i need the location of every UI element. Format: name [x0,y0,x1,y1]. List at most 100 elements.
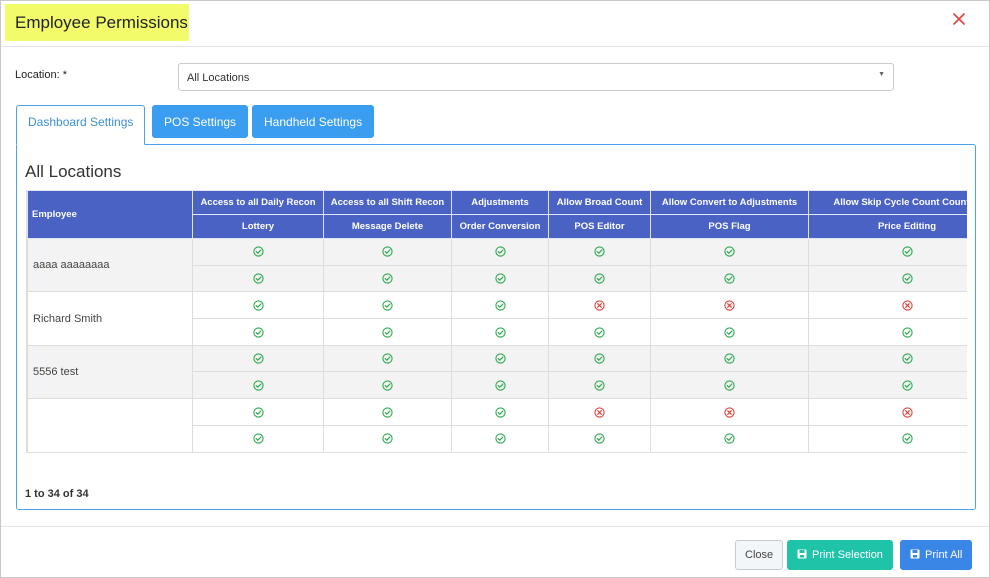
permission-cell[interactable] [323,238,452,266]
permission-cell[interactable] [808,344,967,373]
print-selection-button[interactable]: Print Selection [787,540,893,570]
employee-name [27,398,193,453]
permission-cell[interactable] [451,291,549,320]
column-header[interactable]: POS Flag [650,214,809,239]
close-button-label: Close [745,549,774,561]
permission-cell[interactable] [323,318,452,346]
permission-cell[interactable] [192,238,324,266]
check-circle-icon [724,353,735,364]
print-selection-label: Print Selection [812,549,883,561]
modal-footer: Close Print Selection Print All [1,526,989,578]
save-icon [910,549,920,559]
permission-cell[interactable] [548,318,651,346]
check-circle-icon [594,273,605,284]
table-row[interactable]: 5556 test [27,344,967,400]
close-icon[interactable] [951,11,967,27]
employee-name: 5556 test [27,344,193,400]
permission-cell[interactable] [650,398,809,426]
permission-cell[interactable] [650,371,809,400]
permissions-table-scroll[interactable]: Employee Access to all Daily Recon Acces… [26,190,967,453]
check-circle-icon [724,433,735,444]
close-button[interactable]: Close [735,540,784,570]
permission-cell[interactable] [192,344,324,373]
permission-cell[interactable] [548,371,651,400]
permission-cell[interactable] [548,264,651,293]
modal-title: Employee Permissions [15,13,188,32]
permission-cell[interactable] [808,371,967,400]
permission-cell[interactable] [808,238,967,266]
table-row[interactable]: aaaa aaaaaaaa [27,237,967,293]
column-header[interactable]: Order Conversion [451,214,549,239]
column-header[interactable]: Adjustments [451,190,549,215]
check-circle-icon [901,353,913,364]
check-circle-icon [382,406,393,418]
permission-cell[interactable] [808,291,967,320]
table-row[interactable] [28,264,967,293]
permission-cell[interactable] [650,264,809,293]
column-header[interactable]: POS Editor [548,214,651,239]
modal-header: Employee Permissions [1,1,989,47]
permission-cell[interactable] [323,264,452,293]
permission-cell[interactable] [192,318,324,346]
permission-cell[interactable] [451,371,549,400]
employee-name: Richard Smith [27,291,193,346]
column-header[interactable]: Access to all Shift Recon [323,190,452,215]
column-header[interactable]: Allow Convert to Adjustments [650,190,809,215]
column-header[interactable]: Access to all Daily Recon [192,190,324,215]
column-header[interactable]: Allow Broad Count [548,190,651,215]
column-header[interactable]: Allow Skip Cycle Count Counted [808,190,967,215]
permission-cell[interactable] [548,291,651,320]
permission-cell[interactable] [548,344,651,373]
permission-cell[interactable] [192,371,324,400]
permission-cell[interactable] [323,371,452,400]
permission-cell[interactable] [650,291,809,320]
table-row[interactable] [28,424,967,453]
permission-cell[interactable] [323,424,452,453]
column-header[interactable]: Lottery [192,214,324,239]
permission-cell[interactable] [192,398,324,426]
x-circle-icon [901,300,913,311]
permission-cell[interactable] [808,318,967,346]
check-circle-icon [594,353,605,364]
pagination-summary: 1 to 34 of 34 [25,488,89,500]
check-circle-icon [594,433,605,444]
tab-dashboard-settings[interactable]: Dashboard Settings [16,105,146,145]
permission-cell[interactable] [548,424,651,453]
permission-cell[interactable] [650,318,809,346]
permission-cell[interactable] [192,424,324,453]
permission-cell[interactable] [548,398,651,426]
permission-cell[interactable] [323,398,452,426]
table-row[interactable]: Richard Smith [27,291,967,346]
column-header[interactable]: Price Editing [808,214,967,239]
permission-cell[interactable] [192,291,324,320]
check-circle-icon [901,326,913,338]
permission-cell[interactable] [808,398,967,426]
permission-cell[interactable] [808,264,967,293]
permission-cell[interactable] [548,238,651,266]
tab-handheld-settings[interactable]: Handheld Settings [252,105,375,138]
permission-cell[interactable] [650,238,809,266]
tab-pos-settings[interactable]: POS Settings [152,105,249,138]
location-select[interactable]: All Locations ▼ [178,63,894,91]
permission-cell[interactable] [451,344,549,373]
check-circle-icon [494,433,506,444]
permission-cell[interactable] [650,424,809,453]
print-all-button[interactable]: Print All [900,540,973,570]
permission-cell[interactable] [323,291,452,320]
permission-cell[interactable] [451,424,549,453]
column-header[interactable]: Message Delete [323,214,452,239]
permission-cell[interactable] [451,238,549,266]
permission-cell[interactable] [323,344,452,373]
column-header-employee[interactable]: Employee [27,190,193,239]
permission-cell[interactable] [451,398,549,426]
permission-cell[interactable] [192,264,324,293]
check-circle-icon [901,273,913,284]
permission-cell[interactable] [451,318,549,346]
check-circle-icon [901,246,913,258]
permission-cell[interactable] [451,264,549,293]
table-row[interactable] [27,398,967,453]
table-row[interactable] [28,318,967,346]
permission-cell[interactable] [650,344,809,373]
check-circle-icon [494,406,506,418]
permission-cell[interactable] [808,424,967,453]
